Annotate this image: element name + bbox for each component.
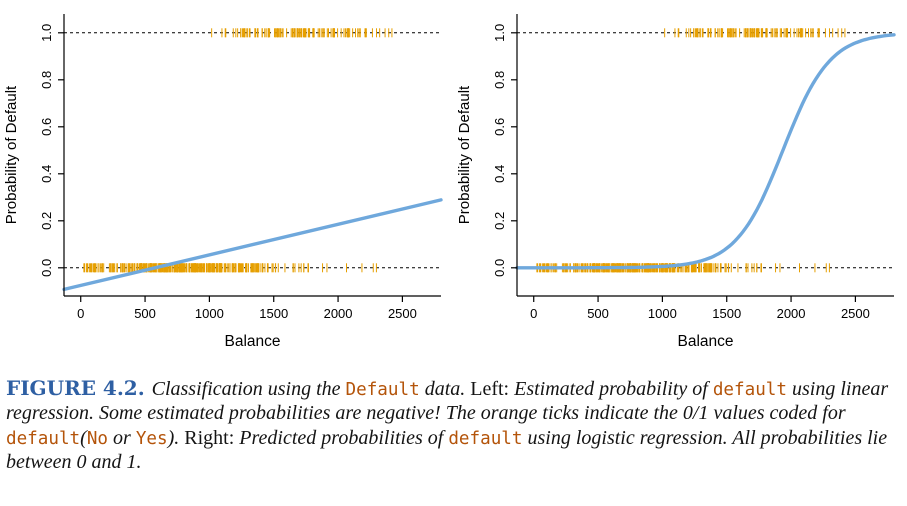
- x-tick-label: 500: [134, 306, 156, 321]
- x-tick-label: 0: [77, 306, 84, 321]
- rug-ticks-default-yes: [211, 28, 393, 38]
- y-tick-label: 0.4: [39, 165, 54, 183]
- y-tick-label: 0.0: [492, 259, 507, 277]
- caption-keyword: Yes: [135, 428, 168, 449]
- y-tick-label: 0.6: [492, 118, 507, 136]
- caption-text: Left:: [470, 378, 515, 400]
- caption-text: (: [80, 426, 87, 449]
- caption-text: Predicted probabilities of: [239, 426, 449, 449]
- x-tick-label: 1000: [195, 306, 224, 321]
- y-tick-label: 0.0: [39, 259, 54, 277]
- caption-text: Right:: [184, 426, 240, 449]
- x-axis-label: Balance: [224, 333, 280, 350]
- x-tick-label: 500: [587, 306, 609, 321]
- caption-text: or: [108, 426, 136, 449]
- logistic-regression-plot: 0 500 1000 1500 2000 2500 0.0 0.2 0.4 0.6 0.8 1.0 Ba…: [456, 14, 896, 350]
- x-tick-label: 2000: [324, 306, 353, 321]
- x-axis: 0 500 1000 1500 2000 2500: [517, 295, 894, 321]
- x-tick-label: 1000: [648, 306, 677, 321]
- x-tick-label: 2000: [777, 306, 806, 321]
- caption-text: data.: [419, 378, 471, 400]
- rug-ticks-default-no: [83, 263, 377, 273]
- x-tick-label: 0: [530, 306, 537, 321]
- caption-keyword: No: [86, 428, 109, 449]
- y-axis-label: Probability of Default: [3, 85, 20, 224]
- x-tick-label: 2500: [841, 306, 870, 321]
- x-tick-label: 2500: [388, 306, 417, 321]
- y-tick-label: 0.6: [39, 118, 54, 136]
- x-tick-label: 1500: [712, 306, 741, 321]
- figure-4-2: 0 500 1000 1500 2000 2500 0.0 0.2 0.4 0.6 0.8 1.0 Ba…: [0, 14, 907, 481]
- caption-keyword: Default: [345, 380, 420, 400]
- caption-keyword: default: [448, 428, 523, 449]
- fit-curve: [515, 33, 896, 270]
- caption-text: Estimated probability of: [514, 378, 713, 400]
- fit-curve: [62, 198, 443, 292]
- x-tick-label: 1500: [259, 306, 288, 321]
- caption-text: using logistic regression. All probabili…: [6, 426, 888, 474]
- rug-ticks-default-yes: [664, 28, 846, 38]
- x-axis-label: Balance: [677, 333, 733, 350]
- caption-text: using linear regression. Some estimated …: [6, 378, 889, 425]
- linear-regression-plot: 0 500 1000 1500 2000 2500 0.0 0.2 0.4 0.6 0.8 1.0 Ba…: [3, 14, 443, 350]
- y-tick-label: 1.0: [39, 24, 54, 42]
- y-tick-label: 0.8: [492, 71, 507, 89]
- caption-text: Classification using the: [151, 378, 346, 400]
- y-tick-label: 0.2: [492, 212, 507, 230]
- y-axis: 0.0 0.2 0.4 0.6 0.8 1.0: [492, 14, 518, 296]
- figure-label: FIGURE 4.2.: [6, 376, 152, 400]
- y-tick-label: 1.0: [492, 24, 507, 42]
- figure-caption: FIGURE 4.2. Classification using the Def…: [0, 360, 907, 481]
- caption-keyword: default: [6, 428, 81, 449]
- y-tick-label: 0.2: [39, 212, 54, 230]
- plot-row: 0 500 1000 1500 2000 2500 0.0 0.2 0.4 0.6 0.8 1.0 Ba…: [3, 14, 896, 350]
- y-axis-label: Probability of Default: [456, 85, 473, 224]
- y-tick-label: 0.4: [492, 165, 507, 183]
- x-axis: 0 500 1000 1500 2000 2500: [64, 295, 441, 321]
- caption-text: ).: [167, 426, 185, 449]
- y-axis: 0.0 0.2 0.4 0.6 0.8 1.0: [39, 14, 65, 296]
- y-tick-label: 0.8: [39, 71, 54, 89]
- caption-keyword: default: [712, 380, 787, 400]
